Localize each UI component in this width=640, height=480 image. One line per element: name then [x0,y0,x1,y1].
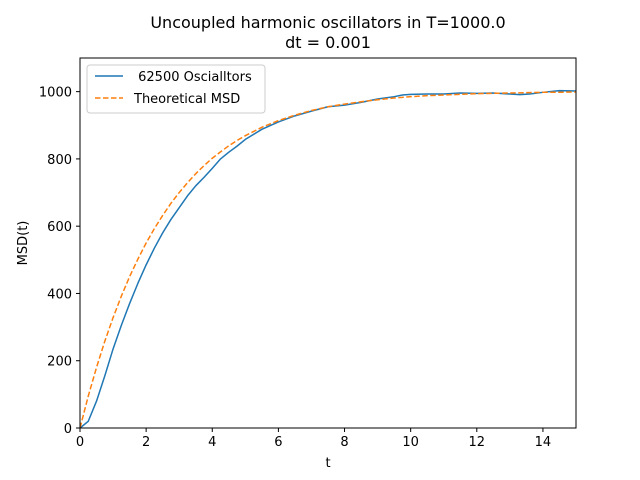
x-axis-ticks: 0 2 4 6 8 10 12 14 [76,428,551,450]
x-tick-label: 2 [142,435,150,450]
y-tick-label: 600 [47,220,72,235]
chart-title: Uncoupled harmonic oscillators in T=1000… [150,13,505,32]
series-line-0 [79,89,577,429]
y-axis-ticks: 0 200 400 600 800 1000 [39,86,80,437]
y-tick-label: 800 [47,153,72,168]
y-tick-label: 1000 [39,86,72,101]
x-tick-label: 0 [76,435,84,450]
y-tick-label: 200 [47,355,72,370]
x-tick-label: 12 [469,435,486,450]
legend-label-theoretical: Theoretical MSD [133,92,240,107]
legend: 62500 Oscialltors Theoretical MSD [86,64,266,114]
legend-label-oscillators: 62500 Oscialltors [134,70,252,85]
y-tick-label: 400 [47,287,72,302]
x-tick-label: 6 [274,435,282,450]
legend-box [86,64,266,114]
x-axis-label: t [325,456,330,471]
x-tick-label: 10 [402,435,419,450]
series-line-1 [79,91,577,429]
x-tick-label: 14 [535,435,552,450]
x-tick-label: 4 [208,435,216,450]
y-axis-label: MSD(t) [16,221,31,266]
x-tick-label: 8 [340,435,348,450]
plot-area-frame [79,57,577,429]
y-tick-label: 0 [64,422,72,437]
chart-subtitle: dt = 0.001 [285,33,371,52]
plot-lines [79,89,577,429]
